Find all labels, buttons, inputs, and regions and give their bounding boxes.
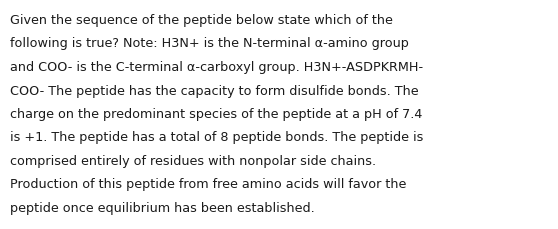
Text: Given the sequence of the peptide below state which of the: Given the sequence of the peptide below … <box>10 14 393 27</box>
Text: and COO- is the C-terminal α-carboxyl group. H3N+-ASDPKRMH-: and COO- is the C-terminal α-carboxyl gr… <box>10 61 423 74</box>
Text: following is true? Note: H3N+ is the N-terminal α-amino group: following is true? Note: H3N+ is the N-t… <box>10 37 409 50</box>
Text: Production of this peptide from free amino acids will favor the: Production of this peptide from free ami… <box>10 178 406 191</box>
Text: comprised entirely of residues with nonpolar side chains.: comprised entirely of residues with nonp… <box>10 154 376 167</box>
Text: charge on the predominant species of the peptide at a pH of 7.4: charge on the predominant species of the… <box>10 108 422 120</box>
Text: COO- The peptide has the capacity to form disulfide bonds. The: COO- The peptide has the capacity to for… <box>10 84 418 97</box>
Text: peptide once equilibrium has been established.: peptide once equilibrium has been establ… <box>10 201 315 214</box>
Text: is +1. The peptide has a total of 8 peptide bonds. The peptide is: is +1. The peptide has a total of 8 pept… <box>10 131 424 144</box>
